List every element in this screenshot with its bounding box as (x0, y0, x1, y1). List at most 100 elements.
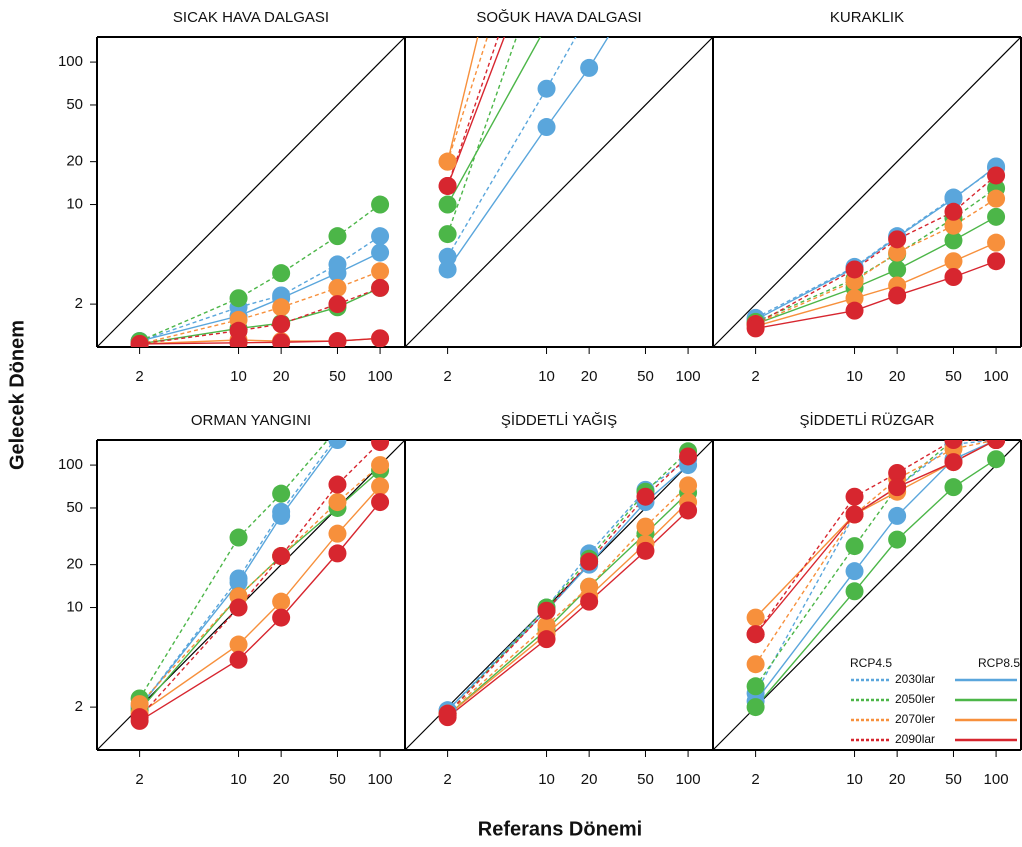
data-point (371, 477, 390, 496)
data-point (272, 506, 291, 525)
panel: KURAKLIK 2 10 20 50 100 (712, 9, 1022, 385)
series-line (446, 37, 499, 187)
data-point (944, 216, 963, 235)
y-tick-label: 10 (66, 196, 83, 213)
data-point (229, 598, 248, 617)
data-point (888, 230, 907, 249)
series-line (446, 37, 518, 235)
data-point (272, 264, 291, 283)
data-point (371, 227, 390, 246)
data-point (987, 450, 1006, 469)
data-point (371, 243, 390, 262)
data-point (328, 332, 347, 347)
series-line (755, 440, 997, 635)
data-point (371, 440, 390, 452)
series-line (447, 484, 689, 715)
series-line (139, 440, 336, 708)
diagonal (404, 439, 714, 751)
data-point (371, 262, 390, 281)
data-point (229, 333, 248, 347)
x-tick-label: 10 (846, 368, 863, 385)
data-point (537, 601, 556, 620)
x-tick-label: 100 (984, 771, 1009, 788)
data-point (130, 711, 149, 730)
data-point (580, 592, 599, 611)
data-point (888, 463, 907, 482)
plot-area (130, 195, 390, 347)
x-tick-label: 20 (581, 368, 598, 385)
data-point (987, 189, 1006, 208)
series-line (755, 440, 997, 687)
diagonal (404, 36, 714, 348)
x-tick-label: 2 (751, 368, 759, 385)
data-point (987, 252, 1006, 271)
y-tick-label: 50 (66, 96, 83, 113)
legend-label: 2050ler (895, 692, 935, 706)
x-tick-label: 2 (751, 771, 759, 788)
data-point (371, 493, 390, 512)
x-tick-label: 50 (945, 368, 962, 385)
data-point (987, 440, 1006, 449)
data-point (580, 58, 599, 77)
data-point (845, 582, 864, 601)
x-tick-label: 10 (230, 368, 247, 385)
y-tick-label: 100 (58, 53, 83, 70)
data-point (438, 247, 457, 266)
x-tick-label: 100 (368, 771, 393, 788)
series-line (755, 198, 997, 325)
x-tick-label: 50 (329, 771, 346, 788)
series-line (139, 440, 339, 708)
y-tick-label: 2 (75, 698, 83, 715)
data-point (888, 506, 907, 525)
x-tick-label: 100 (676, 771, 701, 788)
x-tick-label: 50 (329, 368, 346, 385)
data-point (229, 650, 248, 669)
y-tick-label: 20 (66, 556, 83, 573)
data-point (746, 698, 765, 717)
data-point (746, 677, 765, 696)
plot-area (746, 440, 1006, 717)
x-tick-label: 50 (637, 771, 654, 788)
data-point (272, 315, 291, 334)
data-point (845, 537, 864, 556)
data-point (438, 152, 457, 171)
data-point (944, 453, 963, 472)
data-point (944, 252, 963, 271)
data-point (272, 298, 291, 317)
data-point (272, 608, 291, 627)
data-point (679, 476, 698, 495)
x-tick-label: 2 (443, 368, 451, 385)
data-point (229, 573, 248, 592)
data-point (328, 440, 347, 449)
series-line (446, 37, 542, 205)
data-point (328, 524, 347, 543)
x-tick-label: 100 (368, 368, 393, 385)
y-tick-label: 50 (66, 499, 83, 516)
y-tick-label: 10 (66, 599, 83, 616)
data-point (746, 608, 765, 627)
x-tick-label: 50 (945, 771, 962, 788)
data-point (438, 260, 457, 279)
diagonal (712, 36, 1022, 348)
x-tick-label: 50 (637, 368, 654, 385)
x-tick-label: 10 (230, 771, 247, 788)
legend-header: RCP8.5 (978, 656, 1020, 670)
data-point (371, 278, 390, 297)
panel: SICAK HAVA DALGASI 2 10 20 50 100 2 10 20 50 100 (58, 9, 406, 385)
data-point (272, 547, 291, 566)
panel-title: ORMAN YANGINI (191, 412, 311, 429)
legend-label: 2090lar (895, 732, 935, 746)
data-point (679, 447, 698, 466)
data-point (328, 544, 347, 563)
panel: ORMAN YANGINI 2 10 20 50 100 2 10 20 50 100 (58, 412, 406, 788)
y-axis-title: Gelecek Dönem (6, 320, 28, 470)
data-point (328, 264, 347, 283)
x-tick-label: 2 (135, 368, 143, 385)
data-point (746, 319, 765, 338)
data-point (130, 334, 149, 347)
data-point (987, 207, 1006, 226)
x-tick-label: 20 (889, 771, 906, 788)
panel-title: ŞİDDETLİ RÜZGAR (799, 411, 934, 429)
data-point (328, 475, 347, 494)
x-tick-label: 20 (581, 771, 598, 788)
